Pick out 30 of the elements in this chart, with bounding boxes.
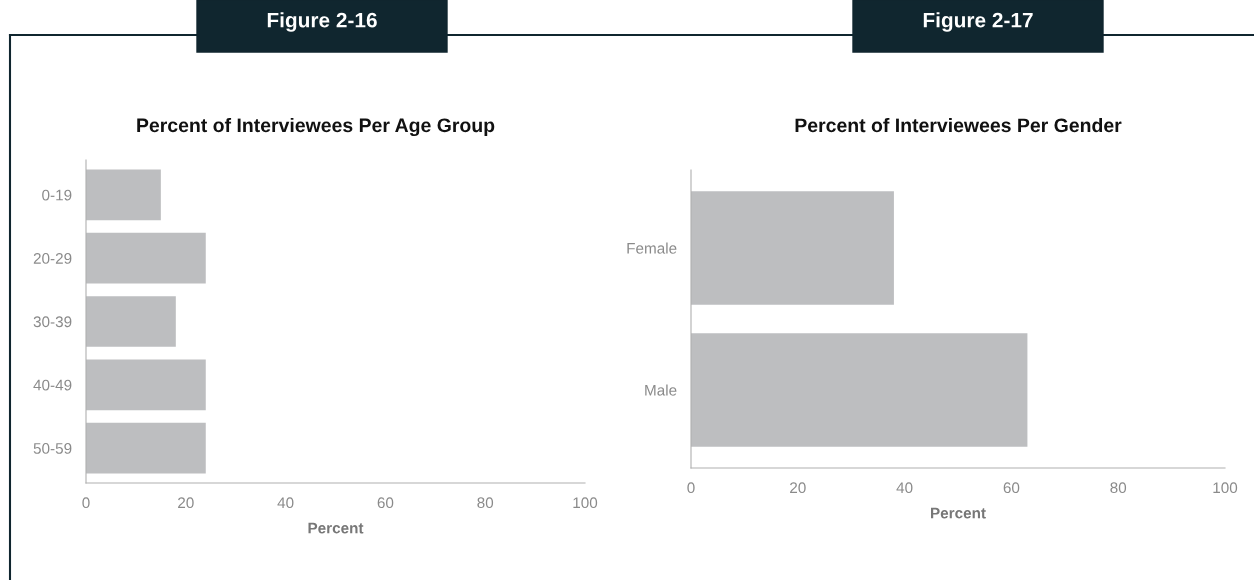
x-tick-label: 40 [277, 497, 294, 509]
bar [86, 169, 161, 221]
y-tick-label: Male [645, 384, 677, 396]
y-tick-label: 20-29 [33, 253, 72, 264]
y-tick-label: 30-39 [33, 316, 72, 328]
y-tick-label: 40-49 [33, 379, 72, 391]
x-tick-label: 100 [1213, 482, 1238, 494]
chart-title: Percent of Interviewees Per Age Group [137, 117, 495, 137]
bar [86, 422, 206, 474]
caption: Figure 2-17 [923, 12, 1033, 32]
bar [86, 359, 206, 411]
x-tick-label: 60 [377, 497, 394, 509]
caption: Figure 2-16 [267, 12, 377, 32]
chart-title: Percent of Interviewees Per Gender [795, 117, 1122, 133]
y-tick-label: 50-59 [33, 443, 72, 454]
y-tick-label: 0-19 [42, 189, 72, 201]
x-tick-label: 80 [1110, 482, 1127, 494]
x-axis-title: Percent [931, 507, 986, 519]
x-tick-label: 0 [687, 482, 695, 494]
x-tick-label: 20 [790, 482, 806, 494]
bar [86, 296, 176, 347]
x-tick-label: 40 [896, 482, 913, 494]
x-tick-label: 20 [178, 497, 194, 509]
x-axis-title: Percent [308, 522, 364, 534]
y-tick-label: Female [627, 242, 677, 254]
x-tick-label: 80 [477, 497, 494, 509]
x-tick-label: 0 [82, 497, 90, 509]
bar [86, 232, 206, 284]
x-tick-label: 60 [1003, 482, 1020, 494]
x-tick-label: 100 [573, 497, 598, 509]
